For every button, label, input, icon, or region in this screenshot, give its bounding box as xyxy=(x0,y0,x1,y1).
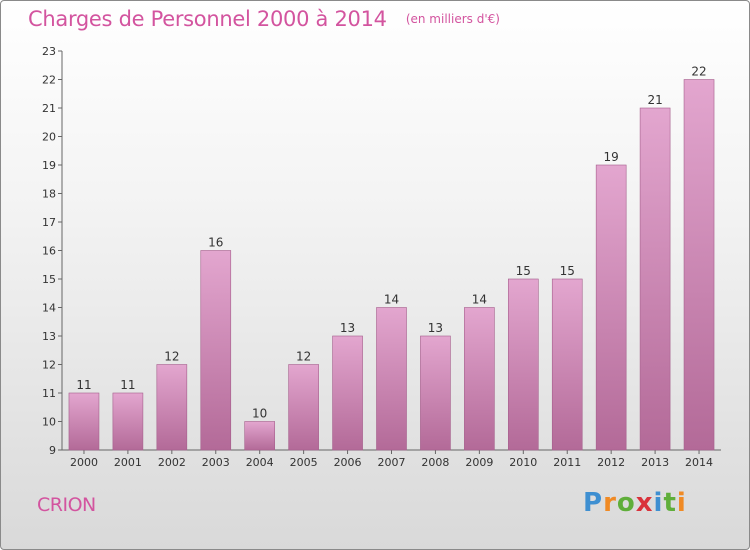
y-tick-label: 12 xyxy=(42,359,56,372)
x-tick-label: 2004 xyxy=(246,456,274,469)
y-tick-label: 16 xyxy=(42,245,56,258)
data-label: 10 xyxy=(252,407,267,421)
x-tick-label: 2013 xyxy=(641,456,669,469)
y-tick-label: 22 xyxy=(42,74,56,87)
bar xyxy=(420,335,451,451)
brand-letter: P xyxy=(583,488,604,518)
data-label: 15 xyxy=(560,264,575,278)
data-label: 12 xyxy=(296,350,311,364)
data-label: 19 xyxy=(604,150,619,164)
bar xyxy=(639,107,671,451)
bar xyxy=(551,278,583,451)
brand-logo: Proxiti xyxy=(583,488,687,518)
y-tick-label: 20 xyxy=(42,131,56,144)
data-label: 11 xyxy=(76,378,91,392)
y-tick-label: 15 xyxy=(42,273,56,286)
data-label: 13 xyxy=(428,321,443,335)
x-tick-label: 2012 xyxy=(597,456,625,469)
bar xyxy=(595,164,627,451)
x-tick-label: 2011 xyxy=(553,456,581,469)
x-tick-label: 2003 xyxy=(202,456,230,469)
bar xyxy=(244,421,275,451)
data-label: 12 xyxy=(164,350,179,364)
chart-unit: (en milliers d'€) xyxy=(405,12,500,26)
x-tick-label: 2008 xyxy=(421,456,449,469)
bar xyxy=(68,392,100,451)
y-tick-label: 19 xyxy=(42,159,56,172)
bar xyxy=(156,364,188,451)
bar xyxy=(288,364,319,451)
x-tick-label: 2000 xyxy=(70,456,98,469)
bar xyxy=(507,278,539,451)
brand-letter: o xyxy=(616,488,636,518)
y-tick-label: 18 xyxy=(42,188,56,201)
bars xyxy=(68,79,715,451)
bar xyxy=(376,307,407,451)
y-tick-label: 21 xyxy=(42,102,56,115)
title-block: Charges de Personnel 2000 à 2014 (en mil… xyxy=(28,7,500,31)
data-label: 14 xyxy=(384,293,399,307)
x-tick-label: 2005 xyxy=(290,456,318,469)
y-tick-label: 9 xyxy=(49,444,56,457)
bar xyxy=(200,250,232,451)
y-tick-label: 13 xyxy=(42,330,56,343)
y-tick-label: 17 xyxy=(42,216,56,229)
x-tick-label: 2001 xyxy=(114,456,142,469)
y-tick-label: 23 xyxy=(42,45,56,58)
chart-title: Charges de Personnel 2000 à 2014 xyxy=(28,7,387,31)
x-tick-label: 2009 xyxy=(465,456,493,469)
data-label: 14 xyxy=(472,293,487,307)
brand-letter: x xyxy=(635,488,654,518)
brand-letter: t xyxy=(663,488,677,518)
x-tick-label: 2014 xyxy=(685,456,713,469)
bar xyxy=(332,335,363,451)
x-tick-label: 2006 xyxy=(334,456,362,469)
data-label: 15 xyxy=(516,264,531,278)
axes: 9 10 11 12 13 14 15 16 17 18 19 20 21 22 23 2000 2001 200… xyxy=(42,45,721,469)
data-label: 22 xyxy=(691,65,706,79)
y-tick-label: 10 xyxy=(42,416,56,429)
x-tick-label: 2007 xyxy=(378,456,406,469)
bar xyxy=(464,307,495,451)
brand-letter: i xyxy=(653,488,664,518)
data-label: 13 xyxy=(340,321,355,335)
data-label: 21 xyxy=(647,93,662,107)
x-tick-label: 2010 xyxy=(509,456,537,469)
y-tick-label: 14 xyxy=(42,302,56,315)
x-tick-label: 2002 xyxy=(158,456,186,469)
bar xyxy=(683,79,715,451)
commune-name: CRION xyxy=(37,494,96,516)
data-label: 16 xyxy=(208,236,223,250)
bar xyxy=(112,392,144,451)
brand-letter: r xyxy=(603,488,617,518)
y-tick-label: 11 xyxy=(42,387,56,400)
data-labels: 11 11 12 16 10 12 13 14 13 14 15 15 19 21 22 xyxy=(76,65,706,421)
data-label: 11 xyxy=(120,378,135,392)
brand-letter: i xyxy=(676,488,687,518)
